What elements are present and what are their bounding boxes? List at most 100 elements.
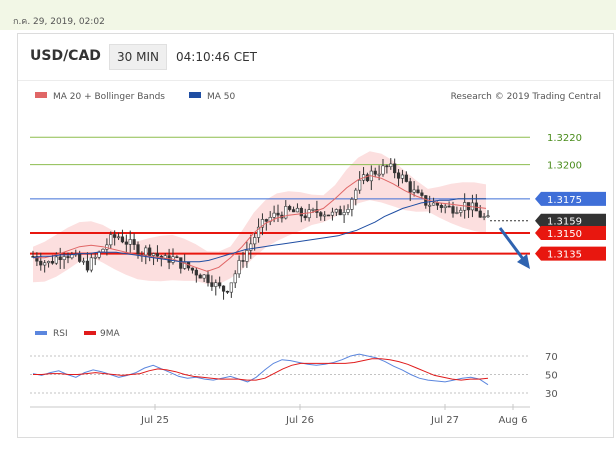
candle-body — [39, 260, 43, 266]
rsi-legend-swatch — [35, 331, 47, 335]
candle-body — [50, 261, 55, 264]
ma50-legend-label: MA 50 — [207, 92, 236, 102]
candle-body — [132, 239, 136, 245]
candle-body — [443, 205, 447, 208]
candle-body — [62, 256, 66, 260]
candle-body — [478, 210, 482, 218]
candle-body — [400, 174, 405, 179]
credit-label: Research © 2019 Trading Central — [451, 92, 601, 102]
candle-body — [451, 206, 455, 214]
level-tag — [535, 191, 606, 206]
candle-body — [393, 163, 397, 174]
ma50-line — [32, 198, 486, 263]
candle-body — [136, 244, 140, 256]
level-label: 1.3135 — [547, 250, 582, 261]
ma20-legend-label: MA 20 + Bollinger Bands — [53, 92, 165, 102]
candle-body — [299, 207, 303, 217]
candle-body — [198, 274, 202, 279]
candle-body — [202, 274, 206, 279]
candle-body — [439, 205, 443, 208]
timeframe-button[interactable]: 30 MIN — [109, 44, 167, 70]
candle-body — [78, 253, 82, 262]
candle-body — [120, 236, 125, 243]
candle-body — [288, 206, 292, 210]
ma50-legend-swatch — [189, 92, 201, 98]
level-tag — [535, 226, 606, 241]
candle-body — [35, 256, 39, 262]
candle-body — [334, 209, 338, 213]
candle-body — [124, 241, 128, 245]
ma9-legend-swatch — [84, 331, 96, 335]
candle-body — [116, 236, 121, 239]
candle-body — [291, 209, 296, 213]
candle-body — [163, 255, 167, 260]
candle-body — [206, 274, 210, 283]
candle-body — [435, 202, 440, 206]
x-tick-label: Jul 25 — [140, 415, 169, 426]
candle-body — [482, 216, 486, 218]
level-tag — [535, 246, 606, 261]
candle-body — [54, 256, 58, 264]
level-label: 1.3150 — [547, 229, 582, 240]
candle-body — [342, 212, 346, 216]
candle-body — [264, 219, 268, 222]
candle-body — [253, 237, 257, 245]
candle-body — [330, 211, 335, 216]
projection-arrowhead — [517, 254, 530, 269]
candle-body — [43, 262, 47, 266]
candle-body — [377, 173, 381, 176]
candle-body — [218, 282, 222, 287]
candle-body — [155, 253, 160, 257]
candle-body — [346, 209, 350, 213]
candle-body — [175, 256, 179, 259]
rsi-tick-label: 50 — [545, 371, 558, 382]
x-axis: Jul 25 Jul 26 Jul 27 Aug 6 — [30, 404, 530, 426]
candle-body — [358, 179, 362, 191]
candle-body — [128, 239, 132, 245]
candle-body — [233, 273, 237, 284]
candle-body — [311, 209, 315, 211]
candle-body — [323, 214, 327, 217]
candle-body — [408, 181, 412, 193]
candle-body — [214, 282, 218, 287]
candle-body — [210, 282, 214, 287]
candle-body — [179, 257, 183, 269]
candle-body — [113, 234, 117, 238]
candle-body — [85, 260, 90, 271]
candle-body — [428, 204, 432, 207]
candle-body — [486, 215, 490, 218]
candle-body — [144, 247, 148, 256]
candle-body — [190, 267, 195, 271]
candle-body — [256, 226, 261, 238]
candle-body — [284, 206, 288, 219]
top-bar: ก.ค. 29, 2019, 02:02 — [0, 0, 616, 30]
x-tick-label: Jul 26 — [285, 415, 314, 426]
candle-body — [249, 243, 253, 251]
candle-body — [365, 174, 370, 182]
datetime-label: ก.ค. 29, 2019, 02:02 — [13, 17, 105, 27]
candle-body — [424, 195, 428, 206]
moving-averages — [32, 174, 530, 272]
candle-body — [389, 163, 393, 168]
rsi-panel: 70 50 30 — [30, 352, 558, 400]
candle-body — [326, 214, 331, 217]
level-label: 1.3200 — [547, 161, 582, 172]
ma20-legend-swatch — [35, 92, 47, 98]
x-tick-label: Jul 27 — [430, 415, 459, 426]
rsi-tick-label: 30 — [545, 389, 558, 400]
bollinger-fill — [33, 151, 486, 285]
candle-body — [295, 207, 300, 213]
candle-body — [385, 165, 389, 168]
candle-body — [455, 212, 459, 214]
rsi-tick-label: 70 — [545, 352, 558, 363]
price-levels — [30, 136, 530, 255]
candle-body — [245, 250, 249, 262]
clock-label: 04:10:46 CET — [176, 50, 257, 64]
rsi-legend-label: RSI — [53, 329, 68, 339]
ma9-line — [33, 358, 489, 381]
x-tick-label: Aug 6 — [498, 415, 527, 426]
candle-body — [93, 256, 97, 259]
candle-body — [148, 247, 152, 256]
